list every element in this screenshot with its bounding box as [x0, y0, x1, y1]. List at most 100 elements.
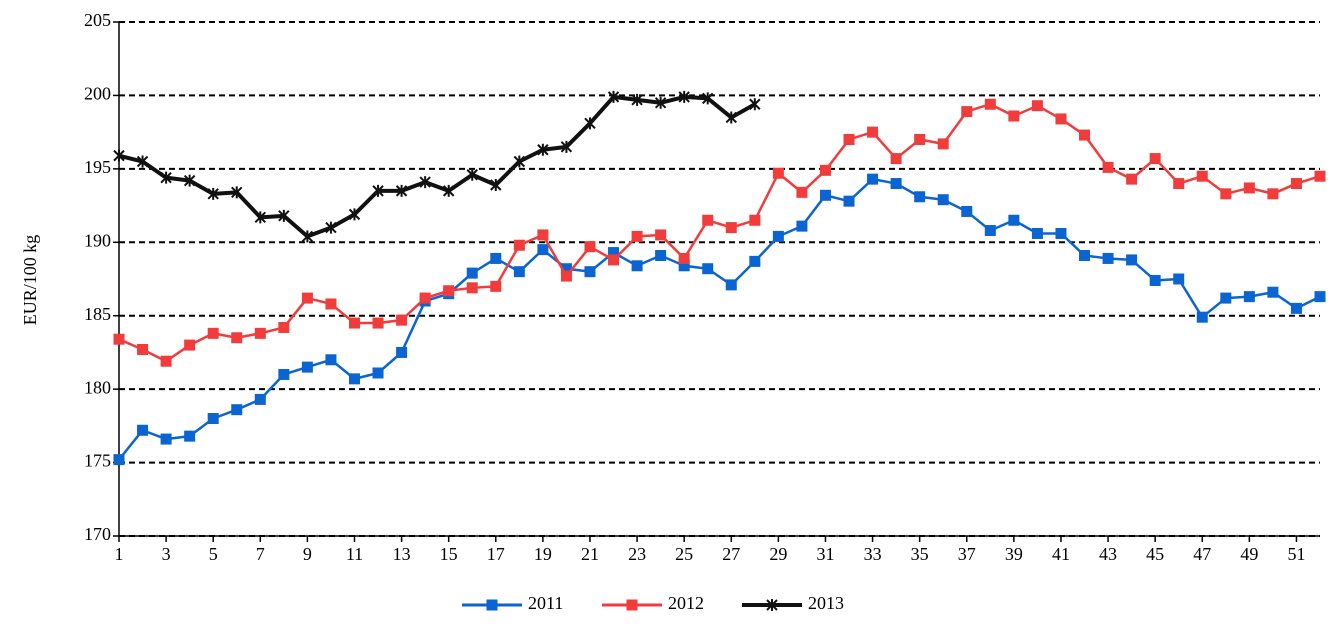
x-tick-label: 35 — [911, 544, 929, 564]
marker — [1149, 153, 1161, 165]
marker — [867, 126, 879, 138]
x-tick-label: 21 — [581, 544, 599, 564]
marker — [254, 327, 266, 339]
marker — [843, 195, 855, 207]
marker-part — [183, 174, 196, 187]
marker — [608, 254, 620, 266]
marker — [725, 279, 737, 291]
x-tick-label: 33 — [864, 544, 882, 564]
marker-part — [348, 208, 361, 221]
x-tick-label: 51 — [1287, 544, 1305, 564]
marker-part — [654, 96, 667, 109]
x-tick-label: 37 — [958, 544, 976, 564]
marker — [678, 252, 690, 264]
x-tick-label: 1 — [115, 544, 124, 564]
marker-part — [160, 171, 172, 184]
marker — [607, 90, 620, 103]
x-tick-label: 9 — [303, 544, 312, 564]
legend-label: 2011 — [528, 593, 563, 613]
marker-part — [725, 111, 737, 124]
marker — [1126, 254, 1138, 266]
marker — [1196, 170, 1208, 182]
x-tick-label: 15 — [440, 544, 458, 564]
marker — [301, 230, 314, 243]
marker — [137, 343, 149, 355]
marker — [1243, 182, 1255, 194]
marker — [1102, 252, 1114, 264]
marker — [626, 599, 638, 611]
marker-part — [325, 221, 337, 234]
marker-part — [631, 93, 643, 106]
marker — [772, 230, 784, 242]
marker — [537, 143, 549, 156]
marker — [749, 255, 761, 267]
marker-part — [278, 209, 290, 222]
marker — [631, 230, 643, 242]
marker — [1008, 214, 1020, 226]
marker — [890, 178, 902, 190]
marker — [348, 208, 361, 221]
marker — [749, 214, 761, 226]
y-tick-label: 175 — [84, 451, 111, 471]
marker-part — [702, 92, 714, 105]
x-tick-label: 29 — [769, 544, 787, 564]
marker — [1126, 173, 1138, 185]
marker — [766, 599, 778, 611]
marker — [631, 260, 643, 272]
marker-part — [301, 230, 314, 243]
marker — [254, 393, 266, 405]
marker — [843, 133, 855, 145]
marker — [137, 424, 149, 436]
marker — [961, 205, 973, 217]
marker — [678, 260, 690, 272]
marker — [631, 93, 643, 106]
marker — [396, 346, 408, 358]
x-tick-label: 41 — [1052, 544, 1070, 564]
marker-part — [395, 184, 408, 197]
marker — [890, 153, 902, 165]
marker-part — [231, 186, 243, 199]
marker — [702, 92, 714, 105]
marker — [961, 106, 973, 118]
marker — [348, 373, 360, 385]
marker — [325, 221, 337, 234]
x-tick-label: 3 — [162, 544, 171, 564]
marker — [490, 252, 502, 264]
x-tick-label: 25 — [675, 544, 693, 564]
marker — [396, 314, 408, 326]
marker — [348, 317, 360, 329]
marker — [702, 263, 714, 275]
marker — [655, 250, 667, 262]
marker — [443, 285, 455, 297]
marker-part — [584, 117, 596, 130]
y-tick-label: 195 — [84, 157, 111, 177]
marker-part — [766, 599, 778, 611]
marker — [654, 96, 667, 109]
marker — [325, 354, 337, 366]
x-tick-label: 45 — [1146, 544, 1164, 564]
marker — [513, 155, 526, 168]
marker — [113, 454, 125, 466]
marker-part — [442, 184, 455, 197]
marker — [278, 209, 290, 222]
marker — [113, 149, 125, 162]
marker — [1196, 311, 1208, 323]
marker — [560, 263, 572, 275]
y-tick-label: 185 — [84, 304, 111, 324]
marker — [819, 189, 831, 201]
marker — [867, 173, 879, 185]
marker — [372, 184, 384, 197]
marker — [442, 184, 455, 197]
marker-part — [537, 143, 549, 156]
marker — [984, 225, 996, 237]
marker — [937, 138, 949, 150]
marker — [466, 267, 478, 279]
marker — [207, 327, 219, 339]
marker — [1031, 227, 1043, 239]
marker-part — [513, 155, 526, 168]
x-tick-label: 49 — [1240, 544, 1258, 564]
line — [118, 94, 756, 239]
y-tick-label: 200 — [84, 84, 111, 104]
marker — [749, 98, 761, 111]
